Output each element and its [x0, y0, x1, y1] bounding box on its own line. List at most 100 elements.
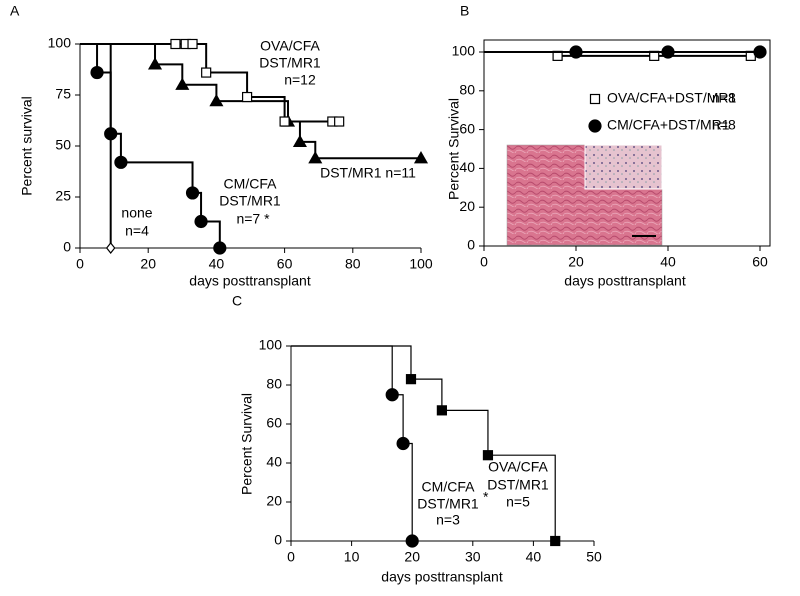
panel: A 0 25 50 75 100 0 20 40 60 80 100 days posttranspla… [10, 3, 433, 289]
marker [405, 374, 417, 385]
y-tick-label: 60 [459, 120, 475, 136]
marker [213, 241, 227, 255]
x-tick-label: 80 [345, 256, 361, 272]
y-tick-label: 20 [459, 198, 475, 214]
survival-line [291, 345, 413, 541]
panel: B 0 20 40 60 80 100 0 20 40 60 days posttransplant P… [446, 3, 771, 289]
annotation: n=7 * [236, 211, 270, 227]
x-tick-label: 50 [586, 549, 602, 565]
legend-marker [589, 93, 601, 105]
x-tick-label: 10 [344, 549, 360, 565]
x-tick-label: 0 [76, 256, 84, 272]
survival-line [80, 43, 421, 160]
marker [147, 57, 163, 70]
y-tick-label: 20 [266, 493, 282, 509]
y-tick-label: 100 [452, 43, 476, 59]
marker [661, 45, 675, 59]
annotation: OVA/CFA [488, 459, 548, 475]
annotation: n=8 [712, 117, 736, 133]
x-tick-label: 60 [277, 256, 293, 272]
marker [201, 67, 212, 78]
marker [187, 38, 198, 50]
marker [194, 214, 208, 229]
annotation: OVA/CFA [260, 38, 320, 54]
marker [292, 134, 307, 148]
annotation: none [121, 205, 152, 221]
y-axis-title: Percent Survival [446, 98, 462, 200]
annotation: * [483, 489, 489, 505]
legend-marker [588, 119, 602, 133]
marker [308, 151, 323, 164]
marker [104, 127, 118, 141]
marker [105, 242, 116, 254]
x-axis-title: days posttransplant [189, 273, 311, 289]
legend-label: OVA/CFA+DST/MR1 [607, 90, 736, 106]
marker [385, 388, 399, 402]
y-tick-label: 40 [459, 159, 475, 175]
marker [175, 77, 190, 90]
y-tick-label: 0 [467, 237, 475, 253]
marker [209, 93, 224, 107]
survival-line [291, 345, 556, 541]
marker [185, 186, 200, 200]
marker [114, 155, 128, 169]
y-tick-label: 25 [55, 188, 71, 204]
annotation: DST/MR1 n=11 [320, 165, 416, 181]
legend-label: CM/CFA+DST/MR1 [607, 117, 730, 133]
x-tick-label: 20 [568, 254, 584, 270]
y-tick-label: 80 [266, 376, 282, 392]
y-tick-label: 100 [259, 337, 283, 353]
marker [90, 65, 104, 80]
marker [550, 535, 561, 547]
y-tick-label: 75 [55, 86, 71, 102]
marker [279, 116, 290, 127]
y-tick-label: 50 [55, 137, 71, 153]
panel: C 0 20 40 60 80 100 0 10 20 30 40 50 days posttranspl… [232, 293, 602, 585]
annotation: n=12 [284, 72, 316, 88]
annotation: DST/MR1 [219, 193, 281, 209]
x-tick-label: 60 [752, 254, 768, 270]
marker [569, 45, 583, 59]
x-tick-label: 20 [140, 256, 156, 272]
marker [436, 405, 447, 416]
marker [334, 116, 345, 127]
annotation: DST/MR1 [417, 496, 479, 512]
x-tick-label: 40 [660, 254, 676, 270]
x-tick-label: 0 [287, 549, 295, 565]
annotation: DST/MR1 [487, 477, 549, 493]
annotation: n=8 [712, 90, 736, 106]
panel-letter: B [460, 3, 469, 19]
marker [241, 91, 253, 103]
panel-letter: C [232, 293, 242, 309]
marker [405, 534, 419, 548]
marker [396, 436, 410, 451]
y-axis-title: Percent survival [19, 96, 35, 196]
marker [413, 151, 429, 164]
histology-inset [506, 144, 663, 246]
marker [753, 45, 767, 59]
annotation: n=4 [125, 223, 149, 239]
annotation: DST/MR1 [259, 55, 321, 71]
y-tick-label: 0 [63, 239, 71, 255]
x-tick-label: 0 [480, 254, 488, 270]
y-tick-label: 80 [459, 82, 475, 98]
annotation: n=3 [436, 512, 460, 528]
x-axis-title: days posttransplant [564, 273, 686, 289]
panel-letter: A [10, 3, 20, 19]
x-tick-label: 40 [209, 256, 225, 272]
marker [170, 38, 181, 50]
x-axis-title: days posttransplant [381, 569, 503, 585]
x-tick-label: 100 [409, 256, 433, 272]
x-tick-label: 20 [404, 549, 420, 565]
y-tick-label: 60 [266, 415, 282, 431]
x-tick-label: 40 [526, 549, 542, 565]
annotation: CM/CFA [422, 479, 476, 495]
annotation: CM/CFA [224, 176, 278, 192]
y-tick-label: 40 [266, 454, 282, 470]
y-tick-label: 100 [48, 35, 72, 51]
annotation: n=5 [506, 494, 530, 510]
marker [482, 450, 494, 461]
y-tick-label: 0 [274, 532, 282, 548]
y-axis-title: Percent Survival [239, 393, 255, 495]
